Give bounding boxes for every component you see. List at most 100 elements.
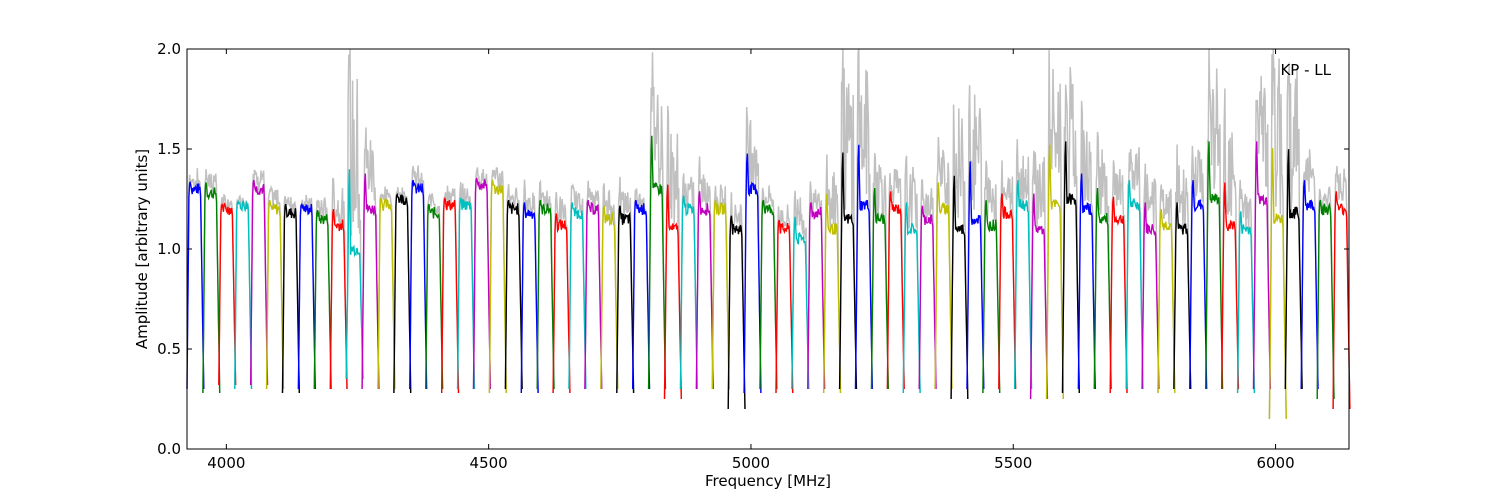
channel-trace: [488, 179, 507, 394]
channel-trace: [218, 202, 237, 386]
channel-trace: [918, 205, 937, 390]
channel-trace: [265, 199, 285, 390]
x-tick-label: 6000: [1256, 454, 1294, 472]
channel-trace: [329, 208, 348, 390]
background-trace: [1204, 48, 1224, 390]
channel-trace: [934, 182, 953, 390]
channel-trace: [823, 193, 842, 394]
channel-trace: [1141, 202, 1160, 390]
channel-trace: [281, 203, 300, 394]
channel-trace: [727, 215, 746, 410]
x-axis-label: Frequency [MHz]: [705, 472, 831, 490]
channel-trace: [297, 202, 316, 390]
background-trace: [854, 48, 874, 390]
y-axis-label: Amplitude [arbitrary units]: [133, 149, 151, 349]
y-tick-label: 1.5: [157, 140, 181, 158]
y-axis: 0.0 0.5 1.0 1.5 2.0: [157, 40, 1349, 458]
background-trace: [345, 48, 364, 380]
background-trace: [1029, 150, 1049, 400]
channel-trace: [425, 203, 444, 390]
background-trace: [743, 106, 762, 394]
channel-trace: [775, 219, 794, 394]
channel-trace: [982, 200, 1001, 394]
background-trace: [695, 156, 714, 390]
annotation-label: KP - LL: [1280, 61, 1331, 79]
channel-trace: [695, 191, 714, 390]
y-tick-label: 1.0: [157, 240, 181, 258]
channel-trace: [250, 179, 269, 386]
channel-trace: [616, 205, 635, 394]
channel-trace: [632, 199, 651, 390]
y-tick-label: 0.0: [157, 440, 181, 458]
channel-trace: [441, 197, 460, 394]
channel-trace: [600, 205, 619, 390]
channel-trace: [791, 216, 810, 390]
background-trace: [838, 48, 858, 390]
channel-trace: [361, 173, 380, 390]
channel-trace: [472, 177, 491, 390]
x-tick-label: 5500: [994, 454, 1032, 472]
channel-trace: [807, 202, 826, 390]
channel-trace: [838, 152, 858, 390]
channel-trace: [679, 195, 698, 390]
channel-trace: [520, 202, 539, 394]
background-trace: [1141, 163, 1160, 390]
channel-trace: [902, 202, 921, 394]
channel-trace: [1252, 141, 1271, 390]
channel-trace: [1061, 141, 1080, 394]
background-trace: [329, 177, 348, 390]
channel-trace: [647, 135, 667, 390]
channel-trace: [1157, 208, 1176, 394]
x-tick-label: 5000: [732, 454, 770, 472]
background-trace: [1013, 139, 1033, 390]
channel-trace: [759, 199, 778, 390]
background-trace: [1173, 144, 1192, 390]
background-trace: [647, 52, 667, 390]
y-tick-label: 2.0: [157, 40, 181, 58]
channel-trace: [1284, 149, 1303, 390]
channel-trace: [1077, 173, 1096, 390]
channel-trace: [854, 144, 873, 390]
background-trace: [1077, 100, 1096, 390]
channel-trace: [886, 191, 905, 390]
channel-trace: [1125, 180, 1144, 390]
background-trace: [1045, 50, 1065, 400]
channel-trace: [584, 199, 603, 390]
channel-trace: [1268, 148, 1287, 420]
channel-trace: [870, 187, 889, 390]
channel-trace: [552, 213, 571, 394]
x-tick-label: 4000: [207, 454, 245, 472]
background-trace: [1284, 62, 1303, 390]
channel-trace: [998, 193, 1017, 390]
channel-trace: [568, 202, 587, 390]
channel-trace: [1173, 202, 1192, 390]
background-trace: [1061, 67, 1081, 394]
background-trace: [1252, 75, 1272, 390]
channel-trace: [1014, 180, 1033, 390]
channel-trace: [1045, 144, 1064, 400]
channel-trace: [1316, 199, 1335, 400]
background-trace: [1109, 160, 1128, 394]
channel-trace: [202, 182, 221, 394]
data-layer: [186, 135, 1351, 420]
channel-trace: [1189, 180, 1208, 390]
background-trace: [950, 104, 969, 400]
y-tick-label: 0.5: [157, 340, 181, 358]
channel-trace: [1300, 180, 1319, 390]
background-trace: [966, 85, 985, 390]
channel-trace: [663, 184, 682, 400]
channel-trace: [504, 199, 523, 390]
channel-trace: [1220, 182, 1240, 390]
channel-trace: [536, 199, 555, 390]
background-trace: [791, 190, 810, 390]
background-trace: [663, 105, 683, 400]
channel-trace: [393, 192, 412, 394]
channel-trace: [711, 199, 730, 390]
channel-trace: [409, 179, 428, 390]
background-trace: [870, 153, 890, 390]
background-trace: [886, 168, 905, 390]
x-tick-label: 4500: [470, 454, 508, 472]
channel-trace: [743, 153, 762, 394]
